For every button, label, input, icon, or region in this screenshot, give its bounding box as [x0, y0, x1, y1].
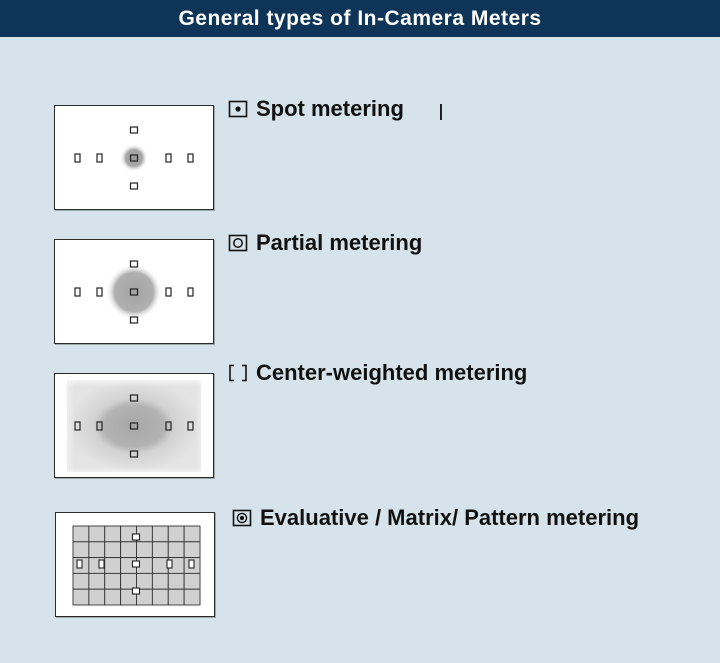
partial-metering-text: Partial metering	[256, 230, 423, 255]
center-weighted-metering-viewfinder	[54, 373, 214, 478]
center-weighted-metering-diagram	[55, 374, 213, 477]
metering-zone-cell	[120, 541, 137, 559]
evaluative-metering-text: Evaluative / Matrix/ Pattern metering	[260, 505, 640, 530]
center-weighted-metering-icon	[229, 364, 247, 382]
evaluative-metering-diagram	[72, 525, 201, 606]
metering-zone-cell	[104, 541, 122, 559]
metering-zone-cell	[104, 525, 122, 543]
af-points	[74, 260, 194, 324]
metering-zone-cell	[72, 588, 90, 606]
evaluative-metering-icon	[232, 509, 252, 527]
partial-metering-area	[106, 264, 162, 320]
evaluative-metering-viewfinder	[55, 512, 215, 617]
metering-zone-cell	[167, 541, 185, 559]
header-bar: General types of In-Camera Meters	[0, 0, 720, 37]
partial-metering-viewfinder	[54, 239, 214, 344]
af-points	[74, 126, 194, 190]
partial-metering-label: Partial metering	[228, 228, 422, 258]
metering-zone-cell	[104, 572, 122, 590]
metering-zone-cell	[136, 541, 153, 559]
metering-zone-cell	[151, 525, 169, 543]
metering-zone-cell	[183, 572, 201, 590]
partial-metering-icon	[228, 234, 248, 252]
page-title: General types of In-Camera Meters	[178, 6, 542, 30]
metering-zone-cell	[183, 588, 201, 606]
partial-metering-diagram	[74, 260, 194, 324]
metering-zone-cell	[183, 541, 201, 559]
metering-zone-cell	[88, 525, 106, 543]
metering-zone-cell	[104, 557, 122, 574]
metering-zone-cell	[88, 541, 106, 559]
metering-zone-cell	[136, 572, 153, 590]
metering-zone-cell	[104, 588, 122, 606]
spot-metering-icon	[228, 100, 248, 118]
spot-metering-area	[120, 144, 148, 172]
spot-metering-viewfinder	[54, 105, 214, 210]
metering-zone-cell	[167, 572, 185, 590]
metering-zone-cell	[72, 572, 90, 590]
spot-metering-text: Spot metering	[256, 96, 404, 121]
metering-zone-cell	[151, 588, 169, 606]
metering-zone-cell	[183, 525, 201, 543]
metering-zone-cell	[151, 541, 169, 559]
metering-zone-cell	[72, 541, 90, 559]
text-cursor	[440, 104, 442, 120]
evaluative-metering-label: Evaluative / Matrix/ Pattern metering	[232, 503, 639, 533]
metering-zone-cell	[151, 557, 169, 574]
center-weighted-metering-label: Center-weighted metering	[228, 358, 527, 388]
spot-metering-diagram	[74, 126, 194, 190]
metering-zone-cell	[120, 572, 137, 590]
af-points	[74, 394, 194, 458]
metering-zone-cell	[151, 572, 169, 590]
spot-metering-label: Spot metering	[228, 94, 404, 124]
metering-zone-cell	[72, 525, 90, 543]
metering-zone-cell	[88, 588, 106, 606]
center-weighted-metering-text: Center-weighted metering	[256, 360, 528, 385]
metering-zone-cell	[167, 588, 185, 606]
af-points	[76, 533, 195, 595]
metering-zone-cell	[88, 572, 106, 590]
metering-zone-cell	[167, 525, 185, 543]
